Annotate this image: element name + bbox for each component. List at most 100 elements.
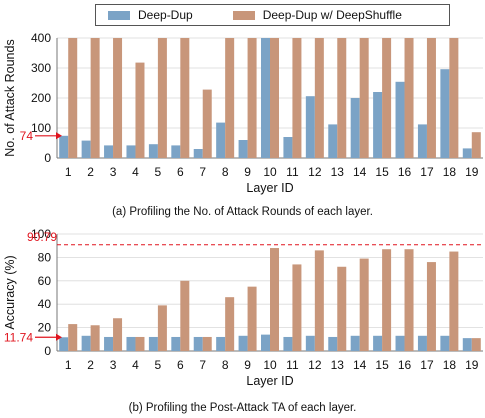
legend-swatch-deepshuffle [232,10,255,20]
chart-b-bar-deepshuffle [180,280,190,351]
chart-b-bar-deepshuffle [426,262,436,351]
chart-b-reference-label: 90.79 [27,230,57,244]
chart-b-y-axis-label: Accuracy (%) [3,255,17,329]
chart-a-bar-deepshuffle [202,89,212,158]
chart-b-bar-deep-dup [305,335,315,351]
chart-a-xtick-label: 18 [443,165,457,179]
chart-a-bar-deepshuffle [426,38,436,158]
chart-b-bar-deep-dup [59,337,69,351]
chart-a-bar-deep-dup [373,92,383,158]
chart-a-xtick-label: 15 [375,165,389,179]
chart-a-xtick-label: 11 [286,165,299,179]
chart-a-bar-deepshuffle [359,38,369,158]
chart-a-bar-deep-dup [328,124,338,158]
chart-b-bar-deepshuffle [202,336,212,351]
chart-b-bar-deepshuffle [292,264,302,351]
chart-b-xtick-label: 9 [244,358,251,372]
chart-b-xtick-label: 16 [398,358,412,372]
chart-b-bar-deep-dup [283,336,293,351]
chart-b-xtick-label: 7 [199,358,206,372]
chart-a-bar-deep-dup [81,140,91,158]
chart-a-bar-deep-dup [261,38,270,158]
chart-a-y-axis-label: No. of Attack Rounds [3,39,17,156]
chart-b-bar-deep-dup [440,335,450,351]
chart-b-xtick-label: 1 [65,358,72,372]
chart-b-xtick-label: 15 [375,358,389,372]
chart-b-bar-deepshuffle [404,249,414,351]
chart-b-bar-deepshuffle [90,325,100,351]
legend-item-deepshuffle: Deep-Dup w/ DeepShuffle [232,8,402,22]
chart-a-bar-deep-dup [126,145,136,158]
chart-b-bar-deep-dup [171,336,181,351]
chart-a-bar-deepshuffle [157,38,167,158]
chart-a-bar-deep-dup [440,69,450,158]
chart-b-ytick-label: 100 [31,227,51,241]
chart-b-xtick-label: 8 [222,358,229,372]
chart-a-bar-deepshuffle [90,38,100,158]
chart-a-xtick-label: 14 [353,165,367,179]
chart-a-bar-deep-dup [59,135,69,158]
chart-b-bar-deepshuffle [337,266,347,351]
chart-b-xtick-label: 4 [132,358,139,372]
chart-a-ytick-label: 300 [31,61,51,75]
legend-label-deep-dup: Deep-Dup [138,8,193,22]
chart-a-bar-deepshuffle [135,62,145,158]
chart-a-bar-deep-dup [305,96,315,158]
chart-a-bar-deepshuffle [471,132,481,158]
chart-a-bar-deepshuffle [449,38,459,158]
caption-b: (b) Profiling the Post-Attack TA of each… [128,402,357,414]
chart-b-xtick-label: 2 [87,358,94,372]
chart-a-x-axis-label: Layer ID [246,181,293,195]
chart-a-ytick-label: 400 [31,31,51,45]
chart-a-annotation-label: 74 [20,129,34,143]
chart-b-bar-deepshuffle [449,251,459,351]
chart-a-ytick-label: 200 [31,91,51,105]
chart-b-bar-deep-dup [104,336,114,351]
chart-b-bar-deepshuffle [382,249,392,351]
chart-b-bar-deep-dup [261,334,270,351]
chart-b-bar-deep-dup [462,338,472,351]
chart-a-xtick-label: 7 [199,165,206,179]
chart-b-xtick-label: 19 [465,358,479,372]
chart-a-xtick-label: 12 [308,165,322,179]
chart-b-xtick-label: 17 [420,358,434,372]
legend-item-deep-dup: Deep-Dup [108,8,193,22]
chart-a-bar-deepshuffle [68,38,78,158]
legend: Deep-Dup Deep-Dup w/ DeepShuffle [95,4,450,26]
chart-a-bar-deep-dup [148,144,158,158]
chart-b-xtick-label: 13 [331,358,345,372]
chart-b-x-axis-label: Layer ID [246,374,293,388]
chart-b-bar-deep-dup [148,336,158,351]
chart-a-ytick-label: 0 [44,151,51,165]
chart-a-xtick-label: 2 [87,165,94,179]
chart-b-xtick-label: 10 [263,358,277,372]
chart-b-bar-deepshuffle [314,250,324,351]
chart-b-bar-deep-dup [328,336,338,351]
chart-a-bar-deepshuffle [225,38,235,158]
chart-b-ytick-label: 60 [38,274,52,288]
chart-a-bar-deep-dup [462,148,472,158]
chart-b-bar-deepshuffle [68,324,78,351]
chart-b-bar-deep-dup [193,336,203,351]
chart-b-ytick-label: 0 [44,344,51,358]
chart-a-bar-deepshuffle [404,38,414,158]
chart-b-bar-deepshuffle [270,248,279,351]
chart-a-bar-deep-dup [417,124,427,158]
chart-b-annotation-arrowhead [56,333,62,341]
chart-a-xtick-label: 1 [65,165,72,179]
chart-a-xtick-label: 5 [155,165,162,179]
chart-b-bar-deep-dup [395,335,405,351]
chart-a-bar-deepshuffle [382,38,392,158]
chart-b-bar-deepshuffle [247,286,257,351]
chart-a-xtick-label: 6 [177,165,184,179]
chart-b-annotation-label: 11.74 [4,330,33,344]
chart-a-bar-deep-dup [216,122,226,158]
legend-swatch-deep-dup [108,10,130,20]
chart-b-xtick-label: 18 [443,358,457,372]
chart-b-xtick-label: 14 [353,358,367,372]
chart-b-bar-deep-dup [417,335,427,351]
chart-a-bar-deepshuffle [180,38,190,158]
chart-b-xtick-label: 11 [286,358,299,372]
